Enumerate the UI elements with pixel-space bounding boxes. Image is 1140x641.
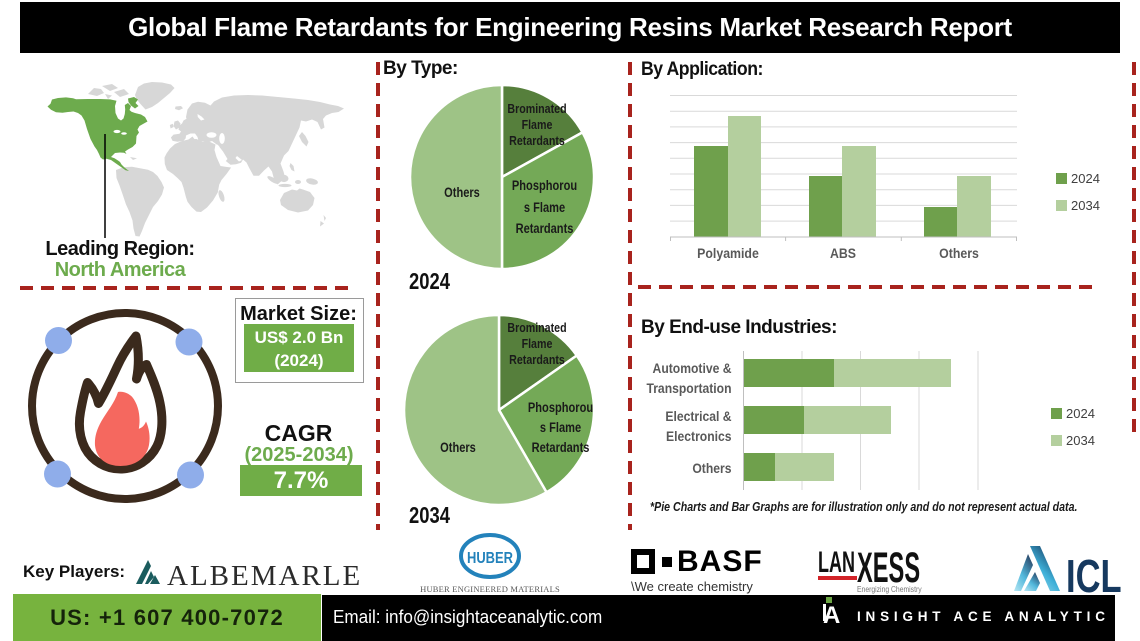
svg-text:HUBER: HUBER	[467, 550, 513, 567]
